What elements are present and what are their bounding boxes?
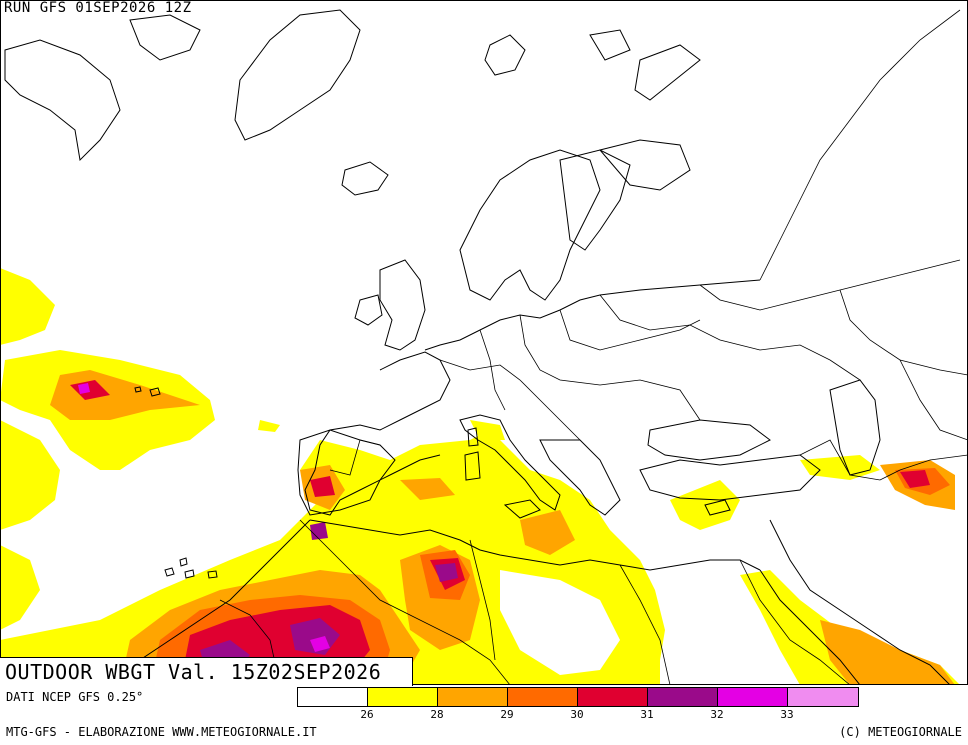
legend-bar: [297, 687, 859, 707]
run-label: RUN GFS 01SEP2026 12Z: [4, 0, 192, 16]
legend-swatch: [438, 688, 508, 706]
legend-ticks: 26 28 29 30 31 32 33: [297, 708, 861, 722]
legend-tick-label: 30: [570, 708, 584, 721]
legend-tick-label: 31: [640, 708, 654, 721]
data-source: DATI NCEP GFS 0.25°: [6, 690, 144, 704]
legend-swatch: [298, 688, 368, 706]
legend-tick-label: 29: [500, 708, 514, 721]
legend-swatch: [788, 688, 858, 706]
footer-copyright: (C) METEOGIORNALE: [839, 725, 962, 739]
country-borders: [219, 9, 968, 685]
map-title: OUTDOOR WBGT Val. 15Z02SEP2026: [5, 660, 382, 684]
wbgt-map[interactable]: [0, 0, 968, 685]
title-box: OUTDOOR WBGT Val. 15Z02SEP2026: [0, 657, 413, 686]
legend-tick-label: 33: [780, 708, 794, 721]
color-legend: [297, 687, 861, 707]
legend-tick-label: 28: [430, 708, 444, 721]
legend-swatch: [368, 688, 438, 706]
legend-swatch: [578, 688, 648, 706]
map-canvas: [0, 9, 968, 685]
legend-swatch: [508, 688, 578, 706]
legend-tick-label: 32: [710, 708, 724, 721]
legend-tick-label: 26: [360, 708, 374, 721]
coastlines: [4, 9, 951, 685]
legend-swatch: [718, 688, 788, 706]
footer-credits: MTG-GFS - ELABORAZIONE WWW.METEOGIORNALE…: [6, 725, 317, 739]
legend-swatch: [648, 688, 718, 706]
